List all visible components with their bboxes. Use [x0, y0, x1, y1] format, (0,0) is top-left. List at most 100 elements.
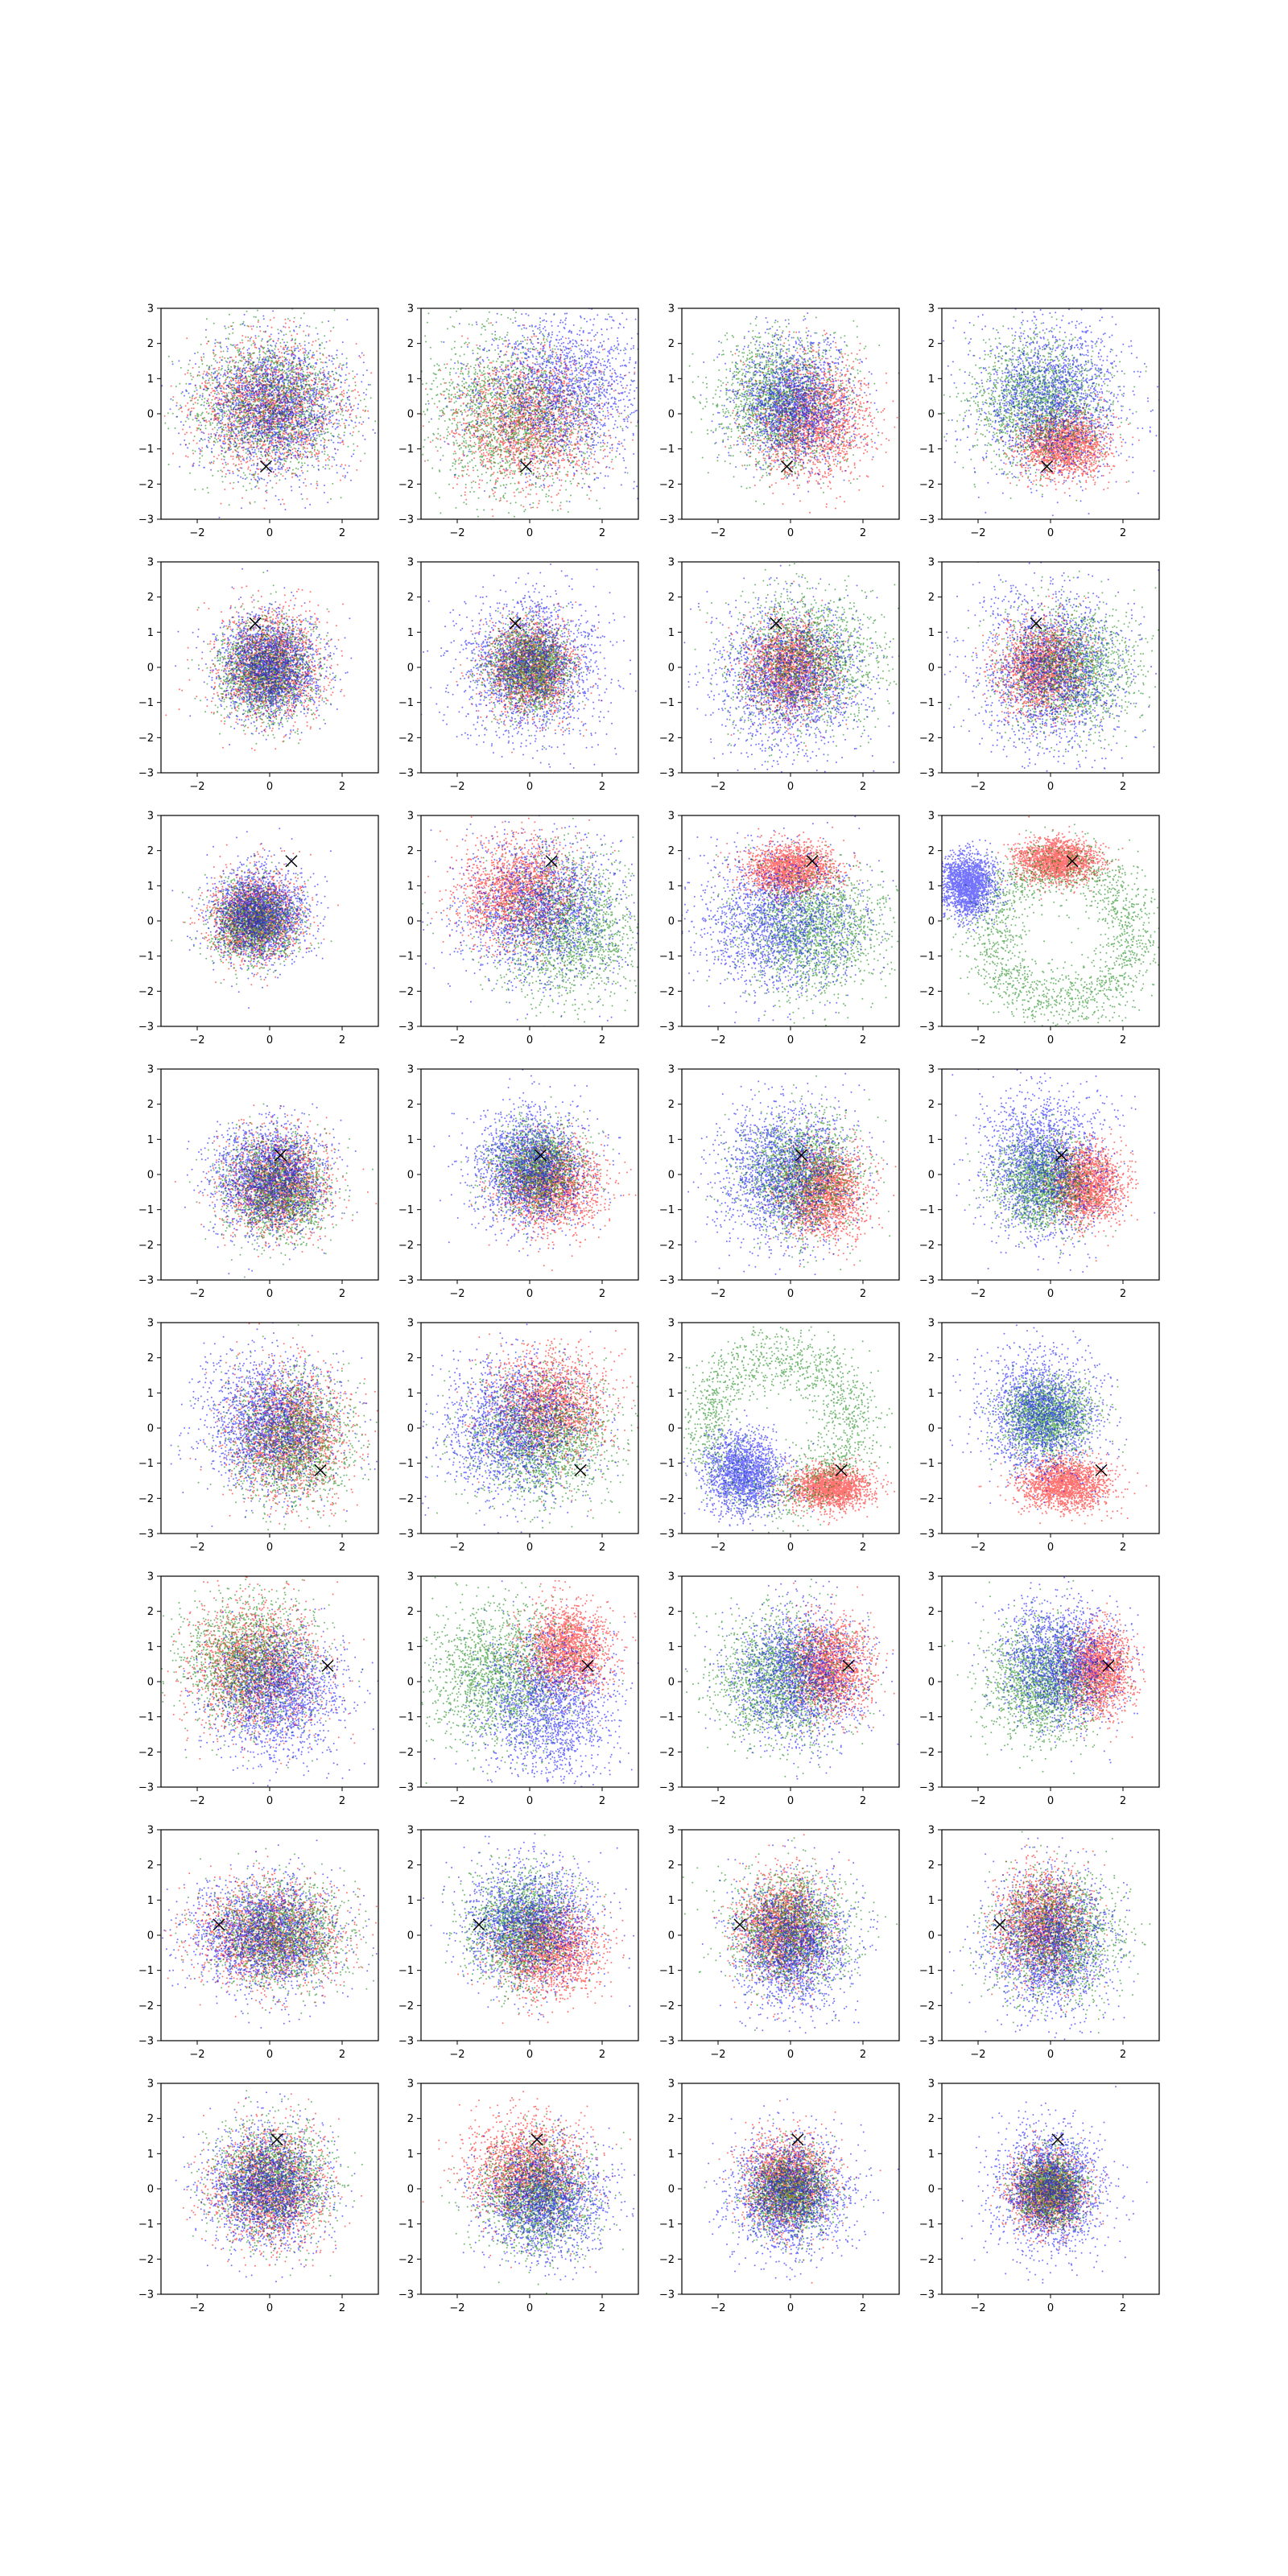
x-tick-label: −2: [189, 527, 204, 539]
y-tick-label: 2: [668, 2113, 675, 2125]
y-tick-label: 0: [928, 1677, 935, 1689]
y-tick-label: 1: [407, 627, 414, 639]
y-tick-label: 0: [407, 409, 414, 421]
y-tick-label: −1: [659, 1711, 675, 1724]
y-tick-label: 3: [928, 1318, 935, 1330]
x-tick-label: 0: [1047, 1542, 1054, 1554]
points-layer: [171, 828, 338, 1008]
x-tick-label: −2: [970, 527, 985, 539]
x-tick-label: −2: [970, 1288, 985, 1300]
y-tick-label: −1: [919, 1204, 935, 1216]
y-tick-label: 1: [407, 1388, 414, 1400]
y-tick-label: 2: [147, 338, 154, 350]
y-tick-label: −3: [398, 2036, 414, 2048]
y-tick-label: −3: [659, 514, 675, 526]
x-tick-label: 2: [860, 2302, 866, 2314]
y-tick-label: 0: [928, 409, 935, 421]
points-layer: [175, 1104, 377, 1298]
y-tick-label: 1: [147, 2149, 154, 2161]
y-tick-label: −2: [138, 2000, 154, 2013]
y-tick-label: −1: [398, 697, 414, 709]
points-layer: [674, 1315, 901, 1551]
y-tick-label: 3: [928, 1825, 935, 1837]
y-tick-label: 2: [407, 1606, 414, 1618]
y-tick-label: 0: [668, 1423, 675, 1435]
y-tick-label: 2: [147, 2113, 154, 2125]
y-tick-label: 2: [147, 1606, 154, 1618]
y-tick-label: 1: [147, 1134, 154, 1146]
y-tick-label: 2: [147, 1352, 154, 1364]
y-tick-label: −3: [398, 1529, 414, 1541]
y-tick-label: −2: [919, 986, 935, 998]
x-tick-label: −2: [189, 2302, 204, 2314]
y-tick-label: −2: [659, 733, 675, 745]
points-layer: [176, 2057, 362, 2281]
target-x-marker: [575, 1464, 586, 1476]
x-tick-label: −2: [710, 2049, 725, 2061]
y-tick-label: −2: [659, 2000, 675, 2013]
axes-frame: [942, 815, 1159, 1026]
y-tick-label: 3: [407, 1571, 414, 1583]
x-tick-label: 0: [1047, 1034, 1054, 1046]
y-tick-label: −2: [138, 2254, 154, 2266]
y-tick-label: −2: [919, 1747, 935, 1759]
y-tick-label: 0: [407, 1423, 414, 1435]
y-tick-label: −3: [659, 2289, 675, 2301]
y-tick-label: 2: [407, 338, 414, 350]
series-blue-points: [390, 1319, 618, 1580]
y-tick-label: −3: [919, 2289, 935, 2301]
series-green-points: [178, 1322, 383, 1539]
y-tick-label: 1: [407, 1134, 414, 1146]
y-tick-label: 0: [147, 1423, 154, 1435]
y-tick-label: 0: [668, 663, 675, 675]
y-tick-label: 0: [928, 663, 935, 675]
points-layer: [667, 549, 931, 795]
y-tick-label: 2: [407, 845, 414, 857]
x-tick-label: 2: [860, 1795, 866, 1807]
y-tick-label: 0: [928, 1423, 935, 1435]
series-green-points: [945, 1562, 1133, 1773]
y-tick-label: 2: [928, 592, 935, 604]
x-tick-label: −2: [970, 1034, 985, 1046]
y-tick-label: 3: [928, 811, 935, 823]
x-tick-label: 2: [860, 527, 866, 539]
y-tick-label: −3: [659, 1529, 675, 1541]
y-tick-label: 3: [928, 303, 935, 316]
x-tick-label: −2: [189, 2049, 204, 2061]
target-x-marker: [261, 461, 272, 473]
y-tick-label: −3: [398, 1275, 414, 1287]
y-tick-label: 3: [147, 811, 154, 823]
y-tick-label: 2: [668, 1352, 675, 1364]
y-tick-label: 0: [668, 1677, 675, 1689]
series-blue-points: [163, 1840, 377, 2050]
y-tick-label: 0: [147, 663, 154, 675]
x-tick-label: 2: [1120, 2302, 1126, 2314]
x-tick-label: −2: [449, 527, 464, 539]
y-tick-label: −2: [919, 1493, 935, 1505]
points-layer: [166, 569, 351, 750]
y-tick-label: −3: [919, 1529, 935, 1541]
y-tick-label: 3: [407, 303, 414, 316]
y-tick-label: 2: [928, 338, 935, 350]
y-tick-label: −3: [398, 1782, 414, 1794]
y-tick-label: −1: [138, 1711, 154, 1724]
y-tick-label: −2: [398, 1493, 414, 1505]
x-tick-label: −2: [710, 1288, 725, 1300]
series-blue-points: [175, 569, 351, 745]
points-layer: [390, 1319, 680, 1580]
y-tick-label: 0: [407, 1170, 414, 1182]
y-tick-label: −1: [398, 1965, 414, 1977]
x-tick-label: 2: [860, 2049, 866, 2061]
x-tick-label: 0: [526, 1542, 533, 1554]
